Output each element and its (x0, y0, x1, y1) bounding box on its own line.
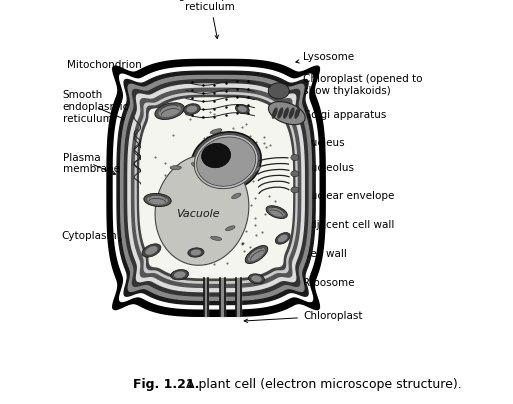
Ellipse shape (210, 129, 222, 134)
Ellipse shape (245, 246, 268, 263)
Ellipse shape (174, 271, 186, 278)
Ellipse shape (251, 276, 262, 282)
Ellipse shape (283, 107, 289, 119)
Text: Smooth
endoplasmic
reticulum: Smooth endoplasmic reticulum (63, 90, 129, 124)
Ellipse shape (268, 101, 305, 125)
Ellipse shape (147, 196, 168, 204)
Text: Plasma
membrane: Plasma membrane (63, 153, 120, 175)
Ellipse shape (196, 137, 256, 186)
Ellipse shape (191, 249, 201, 256)
Polygon shape (117, 71, 315, 305)
Ellipse shape (171, 269, 189, 280)
Polygon shape (107, 59, 325, 316)
Text: Nucleolus: Nucleolus (280, 164, 354, 175)
Text: Golgi apparatus: Golgi apparatus (298, 110, 386, 126)
Ellipse shape (225, 226, 235, 231)
Ellipse shape (238, 106, 247, 112)
Text: Nuclear envelope: Nuclear envelope (293, 191, 394, 201)
Ellipse shape (188, 248, 204, 257)
Text: Lysosome: Lysosome (296, 52, 354, 63)
Text: Cell wall: Cell wall (298, 249, 347, 259)
Polygon shape (131, 88, 301, 287)
Text: Vacuole: Vacuole (176, 209, 220, 219)
Polygon shape (128, 84, 304, 292)
Ellipse shape (191, 163, 201, 168)
Ellipse shape (275, 233, 290, 244)
Text: Rough endoplasmic
reticulum: Rough endoplasmic reticulum (159, 0, 261, 39)
Ellipse shape (170, 166, 182, 170)
Ellipse shape (191, 132, 261, 191)
Text: Nucleus: Nucleus (288, 139, 345, 148)
Ellipse shape (294, 107, 300, 119)
Ellipse shape (210, 236, 222, 240)
Polygon shape (124, 80, 308, 296)
Polygon shape (121, 76, 311, 300)
Ellipse shape (266, 206, 287, 219)
Ellipse shape (278, 235, 288, 242)
Text: Chloroplast: Chloroplast (244, 311, 363, 322)
Ellipse shape (291, 170, 299, 177)
Ellipse shape (235, 104, 249, 114)
Ellipse shape (186, 105, 198, 113)
Ellipse shape (291, 187, 299, 193)
Ellipse shape (291, 154, 299, 160)
Text: A plant cell (electron microscope structure).: A plant cell (electron microscope struct… (182, 378, 462, 391)
Text: Fig. 1.21.: Fig. 1.21. (133, 378, 200, 391)
Polygon shape (137, 95, 295, 280)
Ellipse shape (289, 107, 294, 119)
Polygon shape (135, 93, 297, 283)
Ellipse shape (142, 244, 161, 257)
Ellipse shape (144, 194, 171, 206)
Polygon shape (140, 98, 292, 278)
Text: Cytoplasm: Cytoplasm (62, 231, 123, 241)
Ellipse shape (155, 155, 249, 265)
Ellipse shape (248, 248, 265, 261)
Ellipse shape (227, 137, 237, 142)
Polygon shape (113, 67, 319, 309)
Ellipse shape (155, 103, 184, 120)
Ellipse shape (184, 104, 200, 114)
Ellipse shape (272, 107, 278, 119)
Ellipse shape (253, 166, 260, 173)
Ellipse shape (269, 208, 285, 217)
Text: Chloroplast (opened to
show thylakoids): Chloroplast (opened to show thylakoids) (292, 74, 423, 96)
Text: Ribosome: Ribosome (270, 278, 354, 290)
Text: Adjacent cell wall: Adjacent cell wall (300, 221, 394, 231)
Ellipse shape (202, 143, 230, 168)
Ellipse shape (232, 193, 241, 199)
Ellipse shape (194, 135, 258, 189)
Ellipse shape (248, 274, 265, 284)
Ellipse shape (268, 83, 289, 99)
Ellipse shape (278, 107, 283, 119)
Ellipse shape (159, 105, 181, 117)
Text: Mitochondrion: Mitochondrion (67, 61, 142, 76)
Ellipse shape (145, 246, 157, 255)
